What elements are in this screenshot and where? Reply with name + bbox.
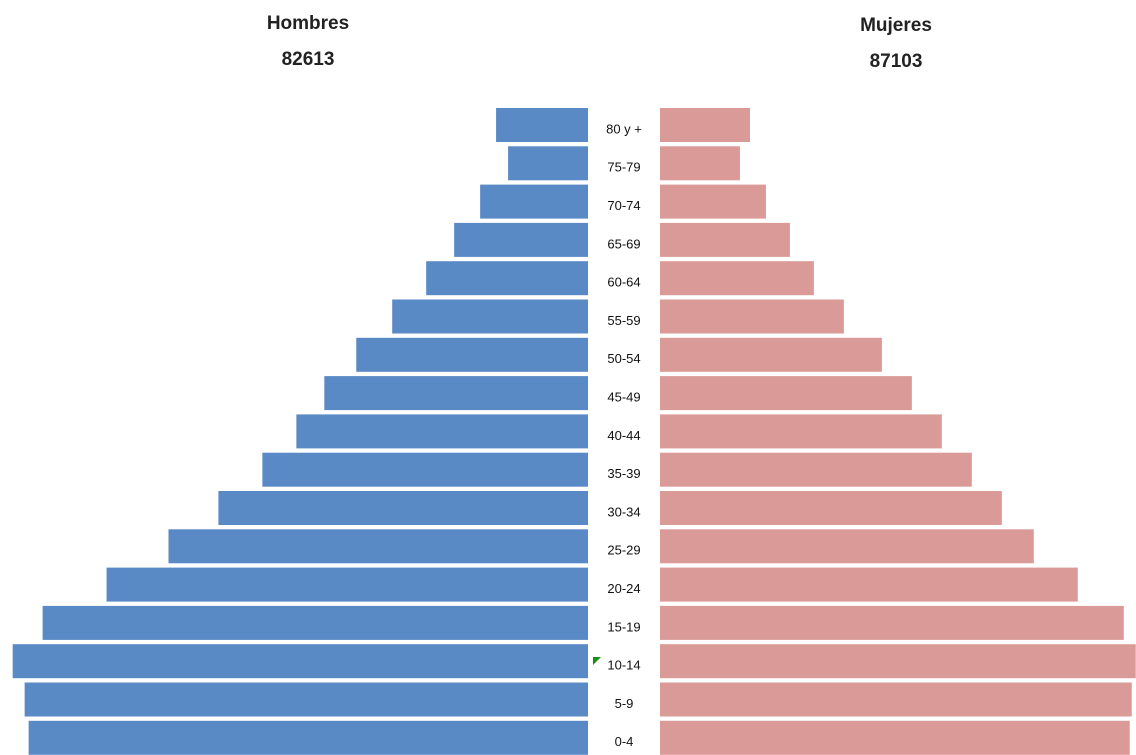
bar <box>660 529 1034 564</box>
bar <box>660 146 740 181</box>
bar <box>324 376 588 411</box>
bar <box>296 414 588 449</box>
bar <box>660 222 790 257</box>
bar <box>12 644 588 679</box>
category-label: 20-24 <box>607 581 640 596</box>
category-label: 55-59 <box>607 313 640 328</box>
bar <box>496 108 588 142</box>
bar <box>660 682 1132 717</box>
bar <box>660 605 1124 640</box>
series-total: 87103 <box>870 51 923 72</box>
bar <box>262 452 588 487</box>
bar <box>106 567 589 602</box>
category-label: 60-64 <box>607 275 640 290</box>
category-label: 45-49 <box>607 390 640 405</box>
category-label: 30-34 <box>607 504 640 519</box>
bar <box>480 184 588 219</box>
category-label: 5-9 <box>615 696 634 711</box>
bar <box>24 682 588 717</box>
category-label: 75-79 <box>607 160 640 175</box>
bar <box>660 491 1002 525</box>
bar <box>660 644 1136 679</box>
bar <box>660 337 882 372</box>
category-label: 15-19 <box>607 619 640 634</box>
bar <box>356 337 588 372</box>
category-label: 80 y + <box>606 121 642 136</box>
bar <box>660 108 750 142</box>
category-label: 35-39 <box>607 466 640 481</box>
category-label: 50-54 <box>607 351 640 366</box>
category-label: 0-4 <box>615 734 634 749</box>
bar <box>218 491 588 525</box>
bar <box>660 567 1078 602</box>
bar <box>660 720 1130 755</box>
bar <box>392 299 588 334</box>
series-name: Hombres <box>267 13 349 34</box>
category-label: 25-29 <box>607 543 640 558</box>
bar <box>660 184 766 219</box>
bar <box>426 261 588 296</box>
category-label: 70-74 <box>607 198 640 213</box>
bar <box>660 261 814 296</box>
category-label: 10-14 <box>607 658 640 673</box>
bar <box>660 299 844 334</box>
bar <box>28 720 588 755</box>
bar <box>660 376 912 411</box>
comment-marker <box>593 657 601 665</box>
category-label: 40-44 <box>607 428 640 443</box>
bar <box>508 146 588 181</box>
series-name: Mujeres <box>860 15 932 36</box>
series-total: 82613 <box>282 49 335 70</box>
bar <box>168 529 588 564</box>
bar <box>42 605 588 640</box>
bar <box>660 414 942 449</box>
bar <box>660 452 972 487</box>
bar <box>454 222 588 257</box>
category-label: 65-69 <box>607 236 640 251</box>
